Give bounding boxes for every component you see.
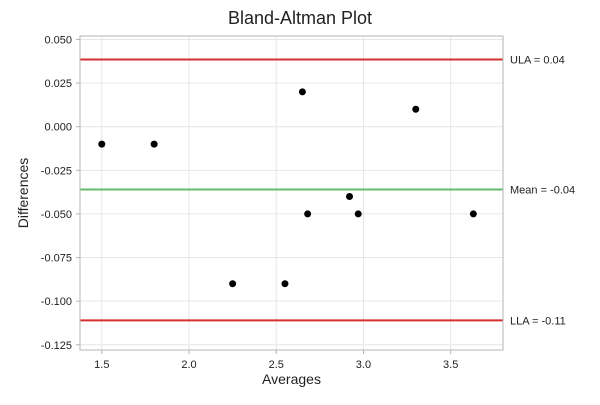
data-point	[345, 192, 353, 200]
data-point	[304, 210, 312, 218]
y-tick-label: 0.050	[44, 34, 72, 46]
data-point	[298, 88, 306, 96]
data-point	[229, 280, 237, 288]
y-tick-label: -0.125	[41, 340, 72, 352]
data-point	[469, 210, 477, 218]
data-point	[354, 210, 362, 218]
grid-layer	[80, 36, 503, 350]
y-tick-label: 0.000	[44, 122, 72, 134]
plot-frame	[79, 35, 504, 351]
x-tick-label: 2.5	[269, 359, 284, 371]
y-axis-ticks: 0.050 0.025 0.000 -0.025 -0.050 -0.075 -0.100 -…	[41, 34, 80, 352]
reference-line-label: LLA = -0.11	[510, 315, 566, 327]
data-point	[281, 280, 289, 288]
plot-area	[80, 36, 503, 350]
x-tick-label: 3.5	[443, 359, 458, 371]
y-tick-label: 0.025	[44, 78, 72, 90]
x-axis-ticks: 1.5 2.0 2.5 3.0 3.5	[94, 350, 458, 371]
data-points	[98, 88, 477, 288]
x-tick-label: 2.0	[181, 359, 196, 371]
x-tick-label: 1.5	[94, 359, 109, 371]
x-axis-title: Averages	[262, 371, 321, 387]
reference-line-label: ULA = 0.04	[510, 55, 565, 67]
reference-labels: ULA = 0.04 Mean = -0.04 LLA = -0.11	[510, 55, 575, 328]
data-point	[98, 140, 106, 148]
y-tick-label: -0.050	[41, 209, 72, 221]
x-tick-label: 3.0	[356, 359, 371, 371]
reference-lines	[80, 58, 503, 322]
data-point	[412, 105, 420, 113]
data-point	[150, 140, 158, 148]
y-tick-label: -0.075	[41, 253, 72, 265]
y-tick-label: -0.100	[41, 296, 72, 308]
y-axis-title: Differences	[15, 158, 31, 229]
chart-title: Bland-Altman Plot	[228, 8, 372, 28]
y-tick-label: -0.025	[41, 165, 72, 177]
reference-line-label: Mean = -0.04	[510, 185, 575, 197]
